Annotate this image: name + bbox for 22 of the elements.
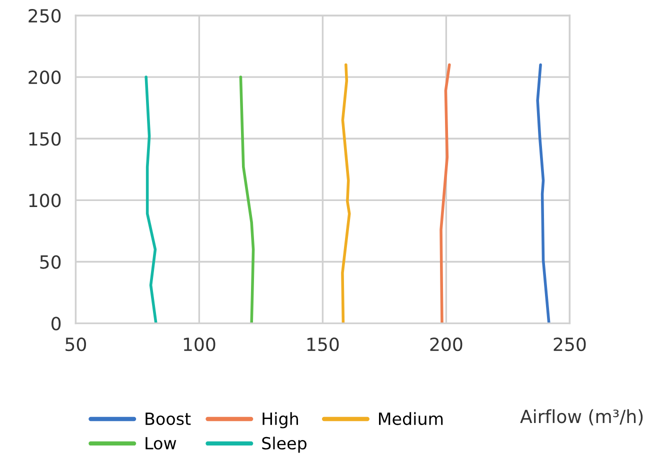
x-tick-label: 150 — [307, 338, 339, 352]
line-series — [341, 63, 351, 324]
x-tick-label: 200 — [430, 338, 462, 352]
x-tick-label: 100 — [184, 338, 216, 352]
x-tick-label: 50 — [66, 338, 86, 352]
line-series — [440, 63, 451, 324]
legend-label: Low — [146, 437, 176, 450]
legend-label: Sleep — [262, 436, 306, 453]
line-series — [536, 63, 550, 324]
y-tick-label: 50 — [40, 255, 61, 269]
y-tick-label: 150 — [29, 132, 61, 146]
y-tick-label: 250 — [28, 8, 61, 23]
legend-label: Boost — [146, 412, 191, 426]
legend-label: High — [262, 412, 298, 428]
line-series — [239, 76, 255, 324]
legend-label: Medium — [379, 412, 443, 426]
line-series — [144, 76, 158, 324]
y-tick-label: 100 — [29, 194, 61, 208]
x-tick-label: 250 — [554, 338, 586, 352]
y-tick-label: 0 — [52, 316, 61, 330]
y-tick-label: 200 — [28, 70, 61, 84]
x-axis-title: Airflow (m³/h) — [520, 409, 643, 426]
